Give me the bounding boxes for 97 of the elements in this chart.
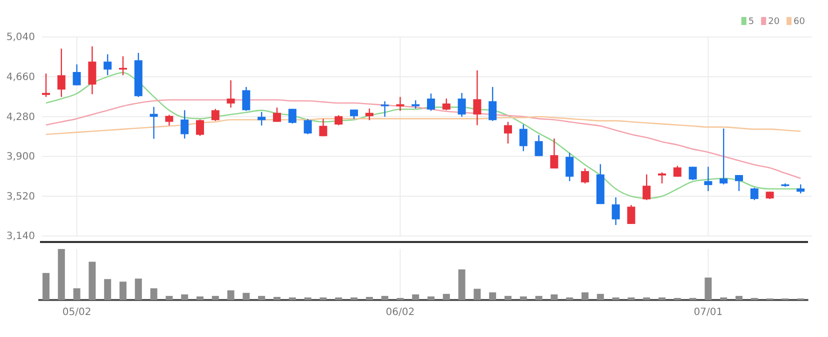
candlestick	[365, 108, 374, 121]
candlestick	[334, 114, 343, 126]
bar	[274, 296, 280, 300]
bar	[658, 297, 666, 300]
candlestick	[658, 172, 666, 184]
bar	[42, 272, 50, 300]
bar	[535, 296, 542, 300]
bar	[304, 297, 312, 300]
legend-label: 20	[768, 17, 780, 27]
bar	[520, 296, 527, 300]
candlestick	[720, 128, 728, 185]
bar	[474, 288, 481, 300]
bar	[288, 297, 296, 300]
candlestick	[165, 114, 174, 126]
bar	[181, 294, 188, 300]
bar	[196, 296, 204, 300]
candlestick	[211, 108, 220, 122]
candlestick	[612, 196, 620, 226]
candlestick	[519, 124, 528, 152]
candlestick	[104, 54, 112, 76]
bar	[489, 292, 496, 300]
y-tick-label: 5,040	[6, 32, 35, 44]
candlestick	[226, 80, 235, 108]
bar	[643, 297, 650, 300]
bar	[88, 262, 96, 300]
candlestick	[473, 70, 482, 126]
bar	[258, 296, 266, 300]
bar	[442, 294, 450, 300]
bar	[504, 296, 512, 300]
candlestick	[88, 46, 96, 95]
bar	[366, 296, 373, 300]
bar	[212, 296, 219, 300]
candlestick	[550, 138, 558, 170]
bar	[596, 294, 604, 300]
candlestick	[504, 121, 512, 144]
candlestick	[735, 174, 743, 192]
candlestick	[534, 134, 543, 157]
candlestick	[458, 92, 466, 118]
bar	[104, 279, 112, 300]
x-tick-label: 06/02	[386, 307, 415, 318]
candlestick	[150, 106, 158, 140]
candlestick	[796, 184, 805, 194]
bar	[134, 278, 142, 300]
candlestick	[72, 64, 81, 86]
bar	[227, 290, 234, 300]
candlestick	[258, 111, 266, 126]
candlestick	[196, 118, 204, 136]
bar	[350, 297, 358, 300]
bar	[320, 297, 327, 300]
candlestick	[42, 72, 50, 98]
candlestick	[288, 108, 296, 124]
bar	[381, 296, 388, 300]
bar	[582, 292, 588, 300]
bar	[566, 297, 574, 300]
candlestick	[488, 86, 497, 122]
bar	[720, 297, 728, 300]
bar	[242, 292, 250, 300]
candlestick	[566, 152, 574, 182]
candlestick	[704, 166, 712, 192]
candlestick	[750, 187, 758, 201]
candlestick	[319, 118, 328, 137]
y-tick-label: 3,900	[6, 152, 35, 163]
bar	[166, 296, 173, 300]
candlestick	[627, 204, 636, 225]
bar	[550, 294, 558, 300]
bar	[58, 249, 65, 300]
bar	[150, 288, 158, 300]
legend-label: 60	[794, 17, 806, 27]
y-tick-label: 4,660	[6, 72, 35, 83]
bar	[704, 278, 712, 300]
x-tick-label: 05/02	[62, 307, 92, 318]
bar	[335, 297, 342, 300]
bar	[120, 282, 126, 300]
bar	[628, 297, 635, 300]
y-tick-label: 4,280	[6, 112, 35, 123]
candlestick	[242, 86, 250, 112]
bar	[612, 297, 620, 300]
candlestick	[350, 108, 358, 120]
x-tick-label: 07/01	[694, 307, 723, 318]
bar	[458, 269, 466, 300]
y-tick-label: 3,140	[6, 231, 35, 242]
candlestick	[273, 106, 281, 122]
bar	[412, 294, 420, 300]
candlestick	[442, 98, 450, 111]
candlestick	[304, 118, 312, 135]
bar	[73, 288, 80, 300]
y-tick-label: 3,520	[6, 191, 35, 202]
candlestick	[57, 48, 66, 98]
candlestick	[396, 96, 404, 112]
legend-label: 5	[748, 17, 754, 27]
candlestick	[688, 166, 697, 181]
bar	[736, 296, 742, 300]
candlestick	[642, 174, 651, 201]
candlestick	[427, 92, 435, 112]
candlestick	[581, 168, 589, 184]
bar	[428, 296, 434, 300]
candlestick	[180, 110, 189, 140]
